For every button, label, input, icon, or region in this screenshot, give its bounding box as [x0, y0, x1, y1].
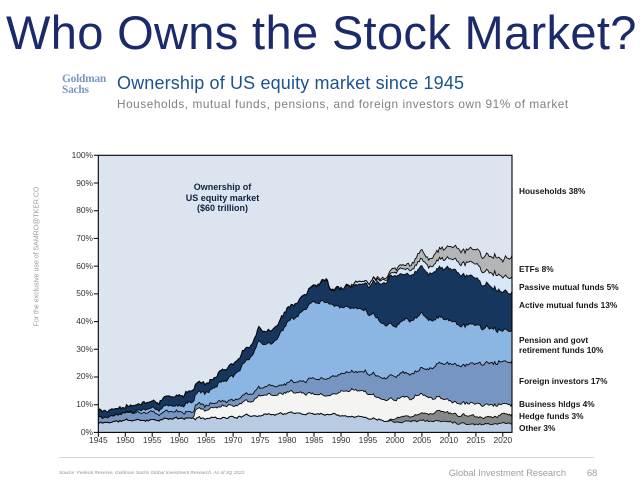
x-axis-tick-label: 2005	[412, 435, 432, 446]
y-axis-tick-label: 100%	[71, 149, 93, 160]
x-axis-tick-label: 2015	[466, 435, 486, 446]
boundary-line	[98, 244, 513, 413]
y-axis-tick-label: 50%	[76, 288, 93, 299]
x-axis-tick-label: 1980	[277, 435, 297, 446]
series-label-passive-mutual-funds: Passive mutual funds 5%	[519, 282, 619, 292]
logo-line-2: Sachs	[62, 84, 89, 96]
y-axis-tick-label: 0%	[80, 426, 93, 437]
boundary-line	[98, 300, 513, 419]
band-other	[98, 411, 513, 433]
band-foreign-investors	[98, 360, 513, 424]
source-note: Source: Federal Reserve, Goldman Sachs G…	[59, 469, 246, 475]
series-label-active-mutual-funds: Active mutual funds 13%	[519, 300, 618, 310]
x-axis-tick-label: 1975	[250, 435, 270, 446]
chart-annotation: Ownership of US equity market ($60 trill…	[185, 182, 260, 213]
x-axis-tick-label: 1995	[358, 435, 378, 446]
x-axis-tick-label: 1960	[169, 435, 189, 446]
x-axis-tick-label: 1970	[223, 435, 243, 446]
x-axis-tick-label: 2010	[439, 435, 459, 446]
series-label-etfs: ETFs 8%	[519, 264, 554, 274]
band-hedge-funds	[98, 410, 513, 425]
band-business-hldgs	[98, 388, 513, 424]
y-axis-tick-label: 40%	[76, 316, 93, 327]
x-axis-tick-label: 1945	[88, 435, 108, 446]
logo-line-1: Goldman	[62, 73, 106, 85]
goldman-sachs-logo: Goldman Sachs	[62, 73, 106, 96]
y-axis-tick-label: 80%	[76, 205, 93, 216]
y-axis-tick-label: 90%	[76, 177, 93, 188]
x-axis-tick-label: 1965	[196, 435, 216, 446]
chart-subtitle: Ownership of US equity market since 1945	[117, 72, 465, 93]
band-passive-mutual-funds	[98, 256, 513, 413]
footer-page-number: 68	[587, 468, 598, 478]
x-axis-tick-label: 1990	[331, 435, 351, 446]
series-label-foreign-investors: Foreign investors 17%	[519, 376, 608, 386]
y-axis-tick-label: 10%	[76, 399, 93, 410]
y-axis-tick-label: 20%	[76, 371, 93, 382]
series-label-households: Households 38%	[519, 185, 586, 196]
series-label-hedge-funds: Hedge funds 3%	[519, 410, 584, 421]
x-axis-tick-label: 2020	[493, 435, 513, 446]
chart-description: Households, mutual funds, pensions, and …	[117, 97, 569, 111]
x-axis-tick-label: 1950	[115, 435, 135, 446]
y-axis-tick-label: 30%	[76, 343, 93, 354]
series-label-other: Other 3%	[519, 422, 556, 433]
band-pension-and-govt-retirement-funds	[98, 300, 513, 419]
x-axis-tick-label: 1985	[304, 435, 324, 446]
x-axis-tick-label: 1955	[142, 435, 162, 446]
y-axis-tick-label: 70%	[76, 232, 93, 243]
boundary-line	[98, 359, 513, 420]
page-title: Who Owns the Stock Market?	[6, 6, 637, 59]
x-axis-tick-label: 2000	[385, 435, 405, 446]
band-active-mutual-funds	[98, 265, 513, 419]
series-label-business-hldgs: Business hldgs 4%	[519, 398, 595, 409]
boundary-line	[98, 387, 513, 424]
footer-divider	[59, 457, 594, 458]
y-axis-tick-label: 60%	[76, 260, 93, 271]
series-label-pension-and-govt-retirement-funds: Pension and govt retirement funds 10%	[519, 335, 604, 355]
footer-department: Global Investment Research	[448, 468, 566, 478]
axis-ticks	[93, 154, 504, 437]
